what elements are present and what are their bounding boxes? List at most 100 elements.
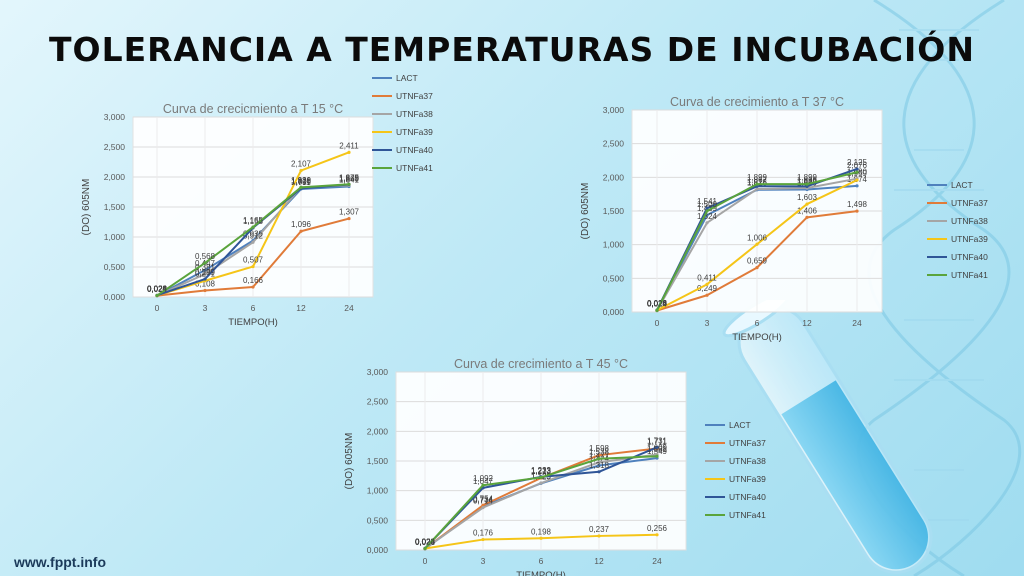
x-tick-label: 24 (652, 556, 662, 566)
y-tick-label: 1,000 (104, 232, 126, 242)
y-tick-label: 2,500 (367, 397, 389, 407)
data-point (539, 536, 543, 540)
data-point (203, 277, 207, 281)
y-tick-label: 0,500 (603, 273, 625, 283)
data-point (299, 187, 303, 191)
data-label: 1,318 (589, 461, 610, 470)
x-tick-label: 3 (203, 303, 208, 313)
data-label: 1,816 (747, 179, 768, 188)
data-label: 0,734 (473, 495, 494, 504)
y-tick-label: 3,000 (367, 367, 389, 377)
chart-title: Curva de crecicmiento a T 15 °C (163, 102, 343, 116)
data-label: 1,549 (647, 447, 668, 456)
chart-title: Curva de crecimiento a T 37 °C (670, 95, 844, 109)
y-axis-label: (DO) 605NM (344, 433, 355, 490)
data-label: 0,108 (195, 280, 216, 289)
data-point (539, 475, 543, 480)
y-tick-label: 1,000 (603, 240, 625, 250)
chart-title: Curva de crecimiento a T 45 °C (454, 357, 628, 371)
data-label: 0,020 (415, 538, 436, 547)
data-point (755, 187, 759, 191)
data-label: 1,819 (797, 179, 818, 188)
x-tick-label: 6 (251, 303, 256, 313)
data-point (755, 242, 759, 246)
data-label: 0,507 (243, 256, 264, 265)
data-point (755, 182, 759, 186)
data-point (597, 453, 601, 457)
data-label: 1,830 (291, 176, 312, 185)
y-tick-label: 2,500 (104, 142, 126, 152)
y-tick-label: 2,500 (603, 139, 625, 149)
plot-area (132, 116, 374, 298)
data-label: 0,271 (195, 270, 216, 279)
data-point (655, 309, 659, 313)
data-point (655, 533, 659, 537)
data-point (481, 504, 485, 509)
data-label: 0,939 (243, 230, 264, 239)
data-label: 0,024 (415, 538, 436, 547)
data-label: 1,541 (697, 197, 718, 206)
test-tube-graphic (722, 300, 933, 574)
data-point (299, 168, 303, 173)
y-axis-label: (DO) 605NM (580, 183, 591, 240)
data-label: 0,198 (531, 527, 552, 536)
data-point (655, 308, 659, 312)
legend-item: UTNFa41 (396, 163, 433, 173)
data-label: 1,899 (797, 173, 818, 182)
series-line-utnfa40 (656, 167, 858, 311)
data-label: 1,811 (291, 177, 311, 186)
data-label: 0,299 (195, 268, 216, 277)
data-label: 1,799 (291, 178, 312, 187)
data-label: 1,860 (339, 174, 360, 183)
data-label: 0,026 (647, 299, 668, 308)
series-line-utnfa38 (424, 453, 658, 550)
data-label: 0,176 (473, 529, 494, 538)
data-label: 2,107 (291, 160, 312, 169)
data-point (203, 268, 207, 272)
data-point (203, 272, 207, 276)
data-label: 1,123 (531, 472, 552, 481)
y-tick-label: 0,500 (367, 515, 389, 525)
data-point (155, 293, 159, 298)
data-label: 1,307 (339, 208, 360, 217)
data-point (347, 184, 351, 189)
data-label: 1,165 (243, 216, 264, 225)
data-label: 1,096 (291, 220, 312, 229)
data-label: 1,899 (747, 173, 768, 182)
data-label: 1,233 (531, 466, 552, 475)
data-point (203, 279, 207, 283)
data-label: 0,026 (415, 537, 436, 546)
data-label: 1,129 (531, 472, 552, 481)
data-point (805, 202, 809, 206)
y-tick-label: 3,000 (603, 105, 625, 115)
data-point (251, 240, 255, 244)
data-label: 1,609 (647, 444, 668, 453)
data-label: 1,213 (531, 467, 552, 476)
data-label: 0,237 (589, 525, 610, 534)
data-point (539, 475, 543, 479)
data-point (655, 452, 659, 457)
data-point (347, 150, 351, 154)
data-label: 1,092 (473, 474, 494, 483)
y-tick-label: 0,000 (367, 545, 389, 555)
x-tick-label: 6 (539, 556, 544, 566)
legend-item: UTNFa37 (396, 91, 433, 101)
data-label: 0,024 (647, 299, 668, 308)
data-point (539, 481, 543, 485)
x-axis-label: TIEMPO(H) (228, 317, 278, 328)
plot-area (395, 371, 687, 551)
data-label: 2,411 (339, 141, 359, 150)
data-label: 0,026 (147, 284, 168, 293)
legend-item: UTNFa38 (396, 109, 433, 119)
series-line-utnfa40 (156, 183, 350, 297)
y-tick-label: 1,500 (367, 456, 389, 466)
data-label: 1,731 (647, 436, 668, 445)
data-point (155, 293, 159, 298)
data-point (347, 183, 351, 187)
data-point (251, 264, 255, 269)
x-tick-label: 24 (344, 303, 354, 313)
data-point (423, 546, 427, 550)
data-label: 0,022 (647, 300, 668, 309)
data-point (805, 182, 809, 186)
series-line-utnfa41 (156, 183, 350, 297)
